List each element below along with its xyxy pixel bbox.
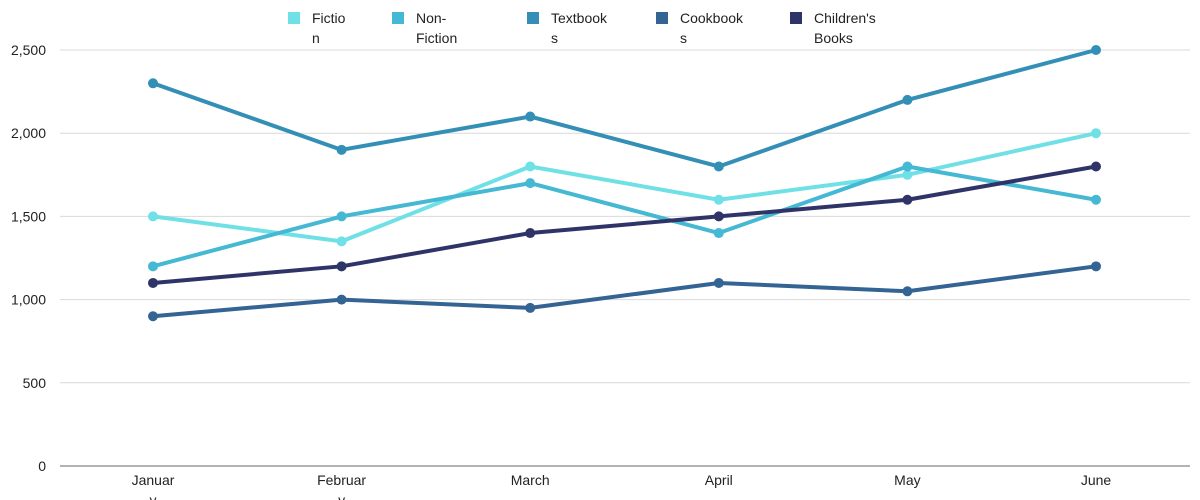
x-axis: Januar y Februar y March April May June bbox=[132, 472, 1112, 500]
data-point-2-3 bbox=[713, 161, 724, 172]
y-tick-label: 2,500 bbox=[11, 42, 46, 58]
series-line-4 bbox=[151, 164, 1098, 285]
data-point-1-3 bbox=[713, 228, 724, 239]
data-point-3-0 bbox=[148, 311, 158, 322]
data-point-0-1 bbox=[336, 236, 347, 247]
data-point-4-5 bbox=[1091, 161, 1101, 172]
series-line-2 bbox=[151, 48, 1098, 169]
data-point-1-5 bbox=[1091, 194, 1101, 205]
data-point-4-1 bbox=[336, 261, 347, 272]
data-point-2-1 bbox=[336, 144, 347, 155]
series-group bbox=[148, 45, 1101, 322]
x-tick-label: May bbox=[894, 472, 920, 488]
y-axis: 0 500 1,000 1,500 2,000 2,500 bbox=[11, 42, 46, 474]
data-point-0-5 bbox=[1091, 128, 1101, 139]
legend-swatch bbox=[790, 12, 802, 24]
legend-swatch bbox=[527, 12, 539, 24]
data-point-3-5 bbox=[1091, 261, 1101, 272]
legend-label: Textbook s bbox=[551, 10, 608, 46]
data-point-1-2 bbox=[525, 178, 536, 189]
data-point-2-0 bbox=[148, 78, 158, 89]
data-point-2-5 bbox=[1091, 45, 1101, 55]
legend-label: Children's Books bbox=[814, 10, 876, 46]
legend-label: Fictio n bbox=[312, 10, 346, 46]
data-point-1-4 bbox=[902, 161, 913, 172]
data-point-3-3 bbox=[713, 277, 724, 288]
data-point-4-3 bbox=[713, 211, 724, 222]
data-point-2-4 bbox=[902, 94, 913, 105]
y-tick-label: 500 bbox=[23, 375, 47, 391]
data-point-0-4 bbox=[902, 169, 913, 180]
legend-swatch bbox=[392, 12, 404, 24]
data-point-1-0 bbox=[148, 261, 158, 272]
x-tick-label: April bbox=[705, 472, 733, 488]
data-point-4-2 bbox=[525, 228, 536, 239]
data-point-3-4 bbox=[902, 286, 913, 297]
legend: Fictio n Non-Fiction Textbook s Cookbook s Chil… bbox=[288, 10, 876, 46]
series-line-1 bbox=[151, 164, 1098, 269]
legend-swatch bbox=[288, 12, 300, 24]
data-point-3-1 bbox=[336, 294, 347, 305]
data-point-1-1 bbox=[336, 211, 347, 222]
y-tick-label: 1,500 bbox=[11, 208, 46, 224]
series-line-0 bbox=[151, 131, 1098, 244]
legend-swatch bbox=[656, 12, 668, 24]
legend-label: Non-Fiction bbox=[416, 10, 457, 46]
legend-label: Cookbook s bbox=[680, 10, 744, 46]
data-point-4-4 bbox=[902, 194, 913, 205]
x-tick-label: June bbox=[1081, 472, 1112, 488]
series-line-3 bbox=[151, 264, 1098, 319]
y-tick-label: 2,000 bbox=[11, 125, 46, 141]
data-point-2-2 bbox=[525, 111, 536, 122]
x-tick-label: Februar y bbox=[317, 472, 366, 500]
y-tick-label: 0 bbox=[38, 458, 46, 474]
data-point-0-3 bbox=[713, 194, 724, 205]
data-point-3-2 bbox=[525, 302, 536, 313]
y-tick-label: 1,000 bbox=[11, 292, 46, 308]
data-point-0-0 bbox=[148, 211, 158, 222]
x-tick-label: March bbox=[511, 472, 550, 488]
data-point-0-2 bbox=[525, 161, 536, 172]
x-tick-label: Januar y bbox=[132, 472, 175, 500]
grid-lines bbox=[60, 49, 1190, 467]
data-point-4-0 bbox=[148, 277, 158, 288]
